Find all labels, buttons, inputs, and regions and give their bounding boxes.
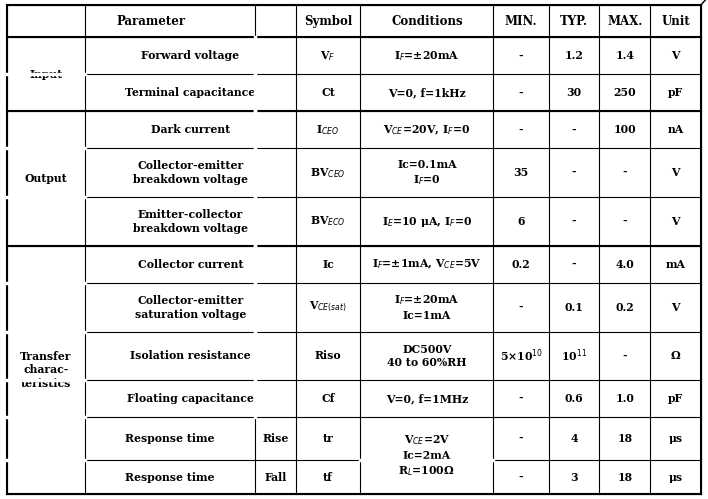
Text: V: V	[671, 216, 680, 227]
Text: -: -	[519, 50, 523, 61]
Text: -: -	[622, 350, 627, 361]
Text: MIN.: MIN.	[505, 15, 537, 28]
Text: tr: tr	[323, 433, 333, 444]
Text: Forward voltage: Forward voltage	[142, 50, 239, 61]
Text: Fall: Fall	[264, 472, 287, 483]
Text: pF: pF	[668, 87, 683, 98]
Text: TYP.: TYP.	[560, 15, 588, 28]
Text: 4: 4	[571, 433, 578, 444]
Text: 18: 18	[617, 472, 632, 483]
Text: Collector current: Collector current	[138, 259, 244, 270]
Text: I$_F$=±20mA
Ic=1mA: I$_F$=±20mA Ic=1mA	[394, 293, 459, 321]
Text: 1.4: 1.4	[615, 50, 634, 61]
Text: Conditions: Conditions	[391, 15, 462, 28]
Text: 3: 3	[571, 472, 578, 483]
Text: Output: Output	[25, 173, 67, 184]
Text: Parameter: Parameter	[117, 15, 186, 28]
Text: Terminal capacitance: Terminal capacitance	[125, 87, 256, 98]
Text: 1.0: 1.0	[615, 393, 634, 404]
Text: mA: mA	[666, 259, 685, 270]
Text: V: V	[671, 302, 680, 313]
Text: Transfer
charac-
teristics: Transfer charac- teristics	[21, 351, 72, 389]
Text: -: -	[572, 124, 576, 135]
Text: V: V	[671, 50, 680, 61]
Text: Symbol: Symbol	[304, 15, 352, 28]
Text: μs: μs	[668, 433, 683, 444]
Text: Input: Input	[30, 69, 63, 80]
Text: -: -	[519, 393, 523, 404]
Text: Collector-emitter
breakdown voltage: Collector-emitter breakdown voltage	[133, 161, 248, 185]
Text: 10$^{11}$: 10$^{11}$	[561, 348, 587, 364]
Text: -: -	[519, 433, 523, 444]
Text: V=0, f=1MHz: V=0, f=1MHz	[386, 393, 468, 404]
Text: Response time: Response time	[125, 433, 215, 444]
Text: 18: 18	[617, 433, 632, 444]
Text: -: -	[572, 259, 576, 270]
Text: Unit: Unit	[661, 15, 690, 28]
Text: Ω: Ω	[670, 350, 680, 361]
Text: 0.2: 0.2	[512, 259, 530, 270]
Text: Emitter-collector
breakdown voltage: Emitter-collector breakdown voltage	[133, 209, 248, 234]
Text: 100: 100	[614, 124, 636, 135]
Text: V$_F$: V$_F$	[321, 49, 336, 63]
Text: 6: 6	[518, 216, 525, 227]
Text: Isolation resistance: Isolation resistance	[130, 350, 251, 361]
Text: 250: 250	[614, 87, 636, 98]
Text: I$_{CEO}$: I$_{CEO}$	[316, 123, 340, 137]
Text: Ic=0.1mA
I$_F$=0: Ic=0.1mA I$_F$=0	[397, 159, 457, 187]
Text: -: -	[519, 472, 523, 483]
Text: Floating capacitance: Floating capacitance	[127, 393, 254, 404]
Text: 4.0: 4.0	[615, 259, 634, 270]
Text: I$_E$=10 μA, I$_F$=0: I$_E$=10 μA, I$_F$=0	[382, 215, 472, 229]
Text: -: -	[519, 302, 523, 313]
Text: -: -	[622, 216, 627, 227]
Text: MAX.: MAX.	[607, 15, 643, 28]
Text: pF: pF	[668, 393, 683, 404]
Text: μs: μs	[668, 472, 683, 483]
Text: I$_F$=±1mA, V$_{CE}$=5V: I$_F$=±1mA, V$_{CE}$=5V	[372, 257, 481, 271]
Text: -: -	[572, 216, 576, 227]
Text: V: V	[671, 167, 680, 178]
Text: Rise: Rise	[262, 433, 288, 444]
Text: Dark current: Dark current	[151, 124, 230, 135]
Text: 35: 35	[513, 167, 529, 178]
Text: I$_F$=±20mA: I$_F$=±20mA	[394, 49, 459, 63]
Text: -: -	[622, 167, 627, 178]
Text: Riso: Riso	[314, 350, 341, 361]
Text: 0.2: 0.2	[615, 302, 634, 313]
Text: 30: 30	[566, 87, 582, 98]
Text: -: -	[519, 124, 523, 135]
Text: nA: nA	[668, 124, 684, 135]
Text: Ic: Ic	[322, 259, 334, 270]
Text: -: -	[572, 167, 576, 178]
Text: Response time: Response time	[125, 472, 215, 483]
Text: Cf: Cf	[321, 393, 335, 404]
Text: Collector-emitter
saturation voltage: Collector-emitter saturation voltage	[135, 295, 246, 319]
Text: DC500V
40 to 60%RH: DC500V 40 to 60%RH	[387, 344, 467, 368]
Text: BV$_{ECO}$: BV$_{ECO}$	[310, 215, 346, 229]
Text: 0.6: 0.6	[565, 393, 583, 404]
Text: V$_{CE(sat)}$: V$_{CE(sat)}$	[309, 300, 347, 314]
Text: -: -	[519, 87, 523, 98]
Text: 0.1: 0.1	[565, 302, 583, 313]
Text: V=0, f=1kHz: V=0, f=1kHz	[388, 87, 466, 98]
Text: Ct: Ct	[321, 87, 335, 98]
Text: BV$_{CEO}$: BV$_{CEO}$	[310, 166, 346, 180]
Text: V$_{CE}$=2V
Ic=2mA
R$_L$=100Ω: V$_{CE}$=2V Ic=2mA R$_L$=100Ω	[399, 434, 455, 478]
Text: 1.2: 1.2	[565, 50, 583, 61]
Text: 5×10$^{10}$: 5×10$^{10}$	[500, 348, 542, 364]
Text: tf: tf	[323, 472, 333, 483]
Text: V$_{CE}$=20V, I$_F$=0: V$_{CE}$=20V, I$_F$=0	[383, 123, 470, 137]
